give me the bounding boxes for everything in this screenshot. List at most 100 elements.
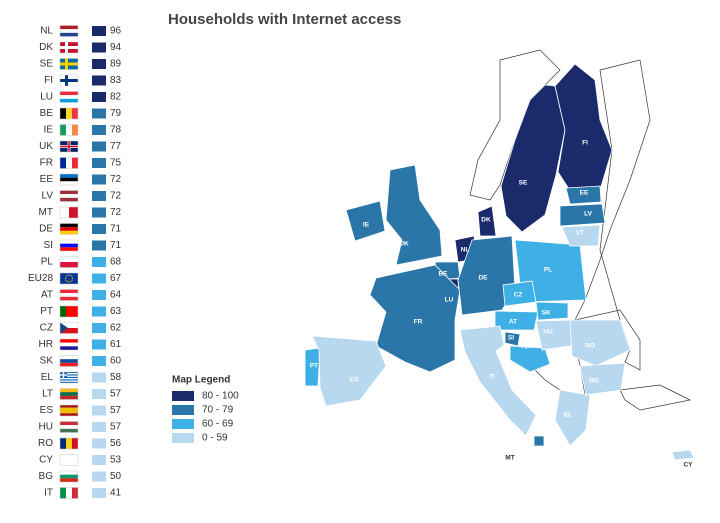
country-code: LU [40, 92, 53, 103]
value-label: 72 [110, 174, 122, 185]
flag [59, 487, 79, 499]
flag [59, 355, 79, 367]
flag-part [60, 373, 78, 375]
flag [59, 404, 79, 417]
flag-part [60, 230, 78, 235]
country-code: SE [40, 59, 54, 70]
country-code: FI [44, 75, 53, 86]
flag-border [59, 289, 79, 301]
value-label: 64 [110, 290, 122, 301]
map-label: FR [414, 319, 423, 326]
country-region [559, 203, 606, 227]
map-label: HR [521, 344, 531, 351]
flag-part [60, 25, 78, 30]
flag-part [72, 438, 78, 449]
map-label: PL [544, 267, 552, 274]
country-code: PT [40, 306, 53, 317]
value-swatch [92, 207, 106, 218]
country-code: IT [44, 488, 53, 499]
flag-part [60, 380, 78, 382]
flag-border [59, 305, 79, 318]
country-region [504, 331, 521, 347]
title: Households with Internet access [168, 11, 401, 28]
value-label: 56 [110, 438, 122, 449]
map-label: LT [576, 230, 583, 237]
map-label: CY [683, 462, 693, 469]
country-region [459, 325, 537, 437]
flag [59, 305, 79, 318]
flag-border [59, 124, 79, 136]
flag [59, 190, 79, 202]
map: NL DK SE FI LU BE IE UK FR EE LV MT DE SI PL AT PT CZ HR SK… [304, 63, 695, 469]
country-code: ES [40, 405, 54, 416]
flag-part [66, 274, 68, 277]
country-list: NL 96 DK 94 SE 89 FI 83 LU 82 BE 79 IE 78 UK 77 FR 75 EE 72… [28, 25, 122, 499]
flag-part [60, 421, 78, 426]
flag-part [60, 471, 78, 475]
flag-part [60, 454, 78, 466]
value-label: 75 [110, 158, 122, 169]
country-region [304, 347, 321, 387]
country-region [554, 63, 613, 201]
flag-part [60, 388, 78, 393]
flag-part [60, 405, 78, 408]
flag-part [70, 274, 72, 277]
flag-part [60, 474, 78, 479]
flag-part [60, 273, 78, 284]
map-label: EE [580, 190, 589, 197]
flag-part [72, 487, 78, 499]
value-label: 78 [110, 125, 122, 136]
map-label: UK [399, 241, 409, 248]
country-code: FR [40, 158, 53, 169]
flag-part [60, 362, 78, 367]
flag-border [59, 157, 79, 169]
flag-part [64, 277, 67, 280]
map-label: EL [564, 412, 572, 419]
flag-part [60, 322, 78, 328]
flag [59, 140, 79, 153]
flag [59, 124, 79, 136]
country-code: EU28 [28, 273, 53, 284]
country-code: LT [42, 389, 53, 400]
value-label: 58 [110, 372, 122, 383]
flag-part [60, 375, 78, 377]
flag-part [60, 374, 78, 376]
value-label: 63 [110, 306, 122, 317]
value-swatch [92, 455, 106, 465]
value-label: 89 [110, 59, 122, 70]
value-label: 57 [110, 389, 122, 400]
flag-part [69, 207, 78, 218]
value-label: 62 [110, 323, 122, 334]
flag-part [60, 374, 67, 376]
country-code: DE [39, 224, 53, 235]
flag-part [60, 108, 66, 119]
country-code: BE [40, 108, 54, 119]
flag-border [59, 272, 79, 285]
legend: 80 - 100 70 - 79 60 - 69 0 - 59 [172, 391, 239, 444]
country-region [369, 264, 461, 373]
value-label: 57 [110, 422, 122, 433]
flag-part [60, 174, 78, 178]
flag-part [60, 223, 78, 228]
flag-part [60, 207, 69, 218]
flag [59, 107, 79, 120]
flag-part [60, 190, 78, 195]
value-swatch [92, 323, 106, 333]
value-label: 71 [110, 240, 122, 251]
flag-part [60, 378, 78, 380]
value-label: 41 [110, 488, 122, 499]
country-region [554, 389, 591, 447]
country-code: PL [41, 257, 54, 268]
flag-part [60, 227, 78, 231]
flag-part [60, 392, 78, 396]
value-swatch [92, 59, 106, 69]
country-code: RO [38, 438, 53, 449]
flag-part [60, 379, 78, 381]
flag-part [72, 124, 78, 136]
map-label: DK [481, 217, 491, 224]
country-region [533, 435, 545, 447]
value-swatch [92, 42, 106, 53]
flag-part [60, 145, 78, 148]
legend-label: 80 - 100 [202, 391, 239, 402]
flag [59, 74, 79, 87]
